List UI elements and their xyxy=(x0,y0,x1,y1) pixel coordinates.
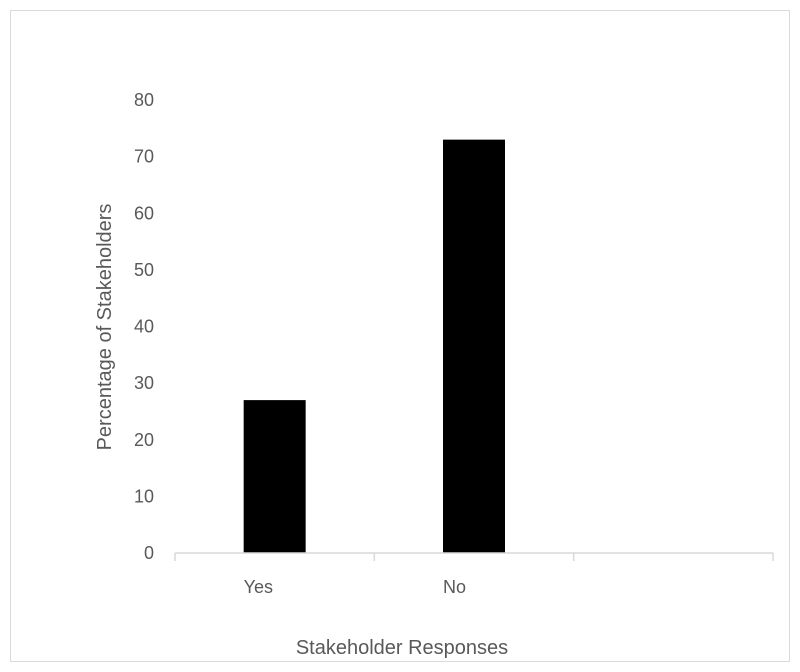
y-tick-label: 60 xyxy=(134,203,154,223)
y-axis-ticks: 0 10 20 30 40 50 60 70 80 xyxy=(134,90,154,563)
x-axis-category-ticks xyxy=(174,553,774,561)
y-tick-label: 0 xyxy=(144,543,154,563)
x-axis-title: Stakeholder Responses xyxy=(296,637,508,659)
y-tick-label: 20 xyxy=(134,430,154,450)
bar-yes xyxy=(243,400,306,553)
y-tick-label: 80 xyxy=(134,90,154,110)
x-tick-label-no: No xyxy=(443,577,466,597)
y-tick-label: 30 xyxy=(134,373,154,393)
y-axis-title: Percentage of Stakeholders xyxy=(94,204,116,451)
y-tick-label: 50 xyxy=(134,260,154,280)
y-tick-label: 10 xyxy=(134,486,154,506)
y-tick-label: 70 xyxy=(134,147,154,167)
bars xyxy=(243,139,505,553)
bar-no xyxy=(443,139,505,553)
x-axis-tick-labels: Yes No xyxy=(244,577,466,597)
x-tick-label-yes: Yes xyxy=(244,577,273,597)
y-tick-label: 40 xyxy=(134,317,154,337)
